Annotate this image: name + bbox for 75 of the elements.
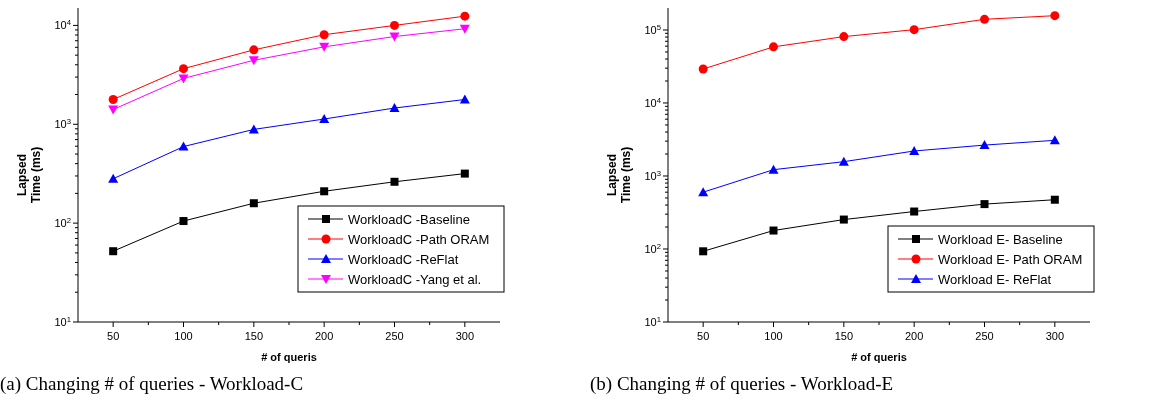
point <box>248 124 259 134</box>
point <box>459 24 470 34</box>
point <box>768 164 779 174</box>
point <box>909 145 920 155</box>
point <box>179 64 188 74</box>
x-tick-label: 100 <box>764 330 783 342</box>
point <box>108 173 119 183</box>
x-axis-title: # of queris <box>261 351 317 363</box>
point <box>910 207 919 216</box>
point <box>698 64 708 74</box>
legend-label: WorkloadC -Path ORAM <box>348 232 490 247</box>
point <box>460 11 470 21</box>
x-tick-label: 150 <box>244 330 264 342</box>
text: (a) Changing # of queries - Workload-C <box>0 373 304 395</box>
x-tick-label: 150 <box>834 330 854 342</box>
y-tick-label: 10$^{1}$ <box>54 314 71 328</box>
point <box>178 141 189 151</box>
point <box>980 14 989 24</box>
legend-label: Workload E- ReFlat <box>938 272 1052 287</box>
point <box>178 74 189 84</box>
y-tick-label: 10$^{3}$ <box>644 168 661 182</box>
y-tick-label: 10$^{2}$ <box>644 241 661 255</box>
point <box>109 247 118 256</box>
point <box>460 169 469 178</box>
x-tick-label: 50 <box>697 330 710 342</box>
point <box>769 42 778 52</box>
x-tick-label: 200 <box>314 330 334 342</box>
x-tick-label: 200 <box>904 330 924 342</box>
x-tick-label: 300 <box>1045 330 1065 342</box>
point <box>389 32 400 42</box>
point <box>769 226 778 235</box>
point <box>979 140 990 150</box>
point <box>1050 195 1059 204</box>
point <box>319 30 329 40</box>
point <box>248 56 259 66</box>
point <box>179 217 188 226</box>
point <box>390 20 399 30</box>
y-axis-title: Lapsed Time (ms) <box>15 146 43 204</box>
x-tick-label: 300 <box>455 330 475 342</box>
x-axis-title: # of queris <box>851 351 907 363</box>
y-tick-label: 10$^{4}$ <box>54 17 72 32</box>
point <box>838 156 849 166</box>
x-tick-label: 100 <box>174 330 193 342</box>
point <box>389 103 400 113</box>
y-tick-label: 10$^{5}$ <box>644 22 661 36</box>
point <box>699 247 708 256</box>
legend-label: Workload E- Path ORAM <box>938 252 1083 267</box>
x-tick-label: 250 <box>385 330 404 342</box>
y-axis-title: Lapsed Time (ms) <box>605 146 633 204</box>
point <box>108 95 118 105</box>
point <box>1049 135 1060 145</box>
point <box>1050 11 1060 21</box>
point <box>249 199 258 208</box>
point <box>320 187 329 196</box>
y-tick-label: 10$^{1}$ <box>644 314 661 328</box>
y-tick-label: 10$^{4}$ <box>644 95 662 109</box>
point <box>980 200 989 209</box>
legend-label: WorkloadC -Yang et al. <box>348 272 482 287</box>
y-tick-label: 10$^{2}$ <box>54 215 71 230</box>
point <box>459 94 470 104</box>
point <box>319 114 330 124</box>
y-tick-label: 10$^{3}$ <box>54 116 71 131</box>
legend-label: Workload E- Baseline <box>938 232 1063 247</box>
legend-label: WorkloadC -Baseline <box>348 212 470 227</box>
point <box>390 177 399 186</box>
x-tick-label: 50 <box>107 330 120 342</box>
point <box>839 215 848 224</box>
point <box>698 187 709 197</box>
point <box>839 32 849 42</box>
point <box>909 25 919 35</box>
x-tick-label: 250 <box>975 330 994 342</box>
point <box>319 42 330 52</box>
legend-label: WorkloadC -ReFlat <box>348 252 459 267</box>
point <box>249 45 259 55</box>
text: (b) Changing # of queries - Workload-E <box>590 373 894 395</box>
